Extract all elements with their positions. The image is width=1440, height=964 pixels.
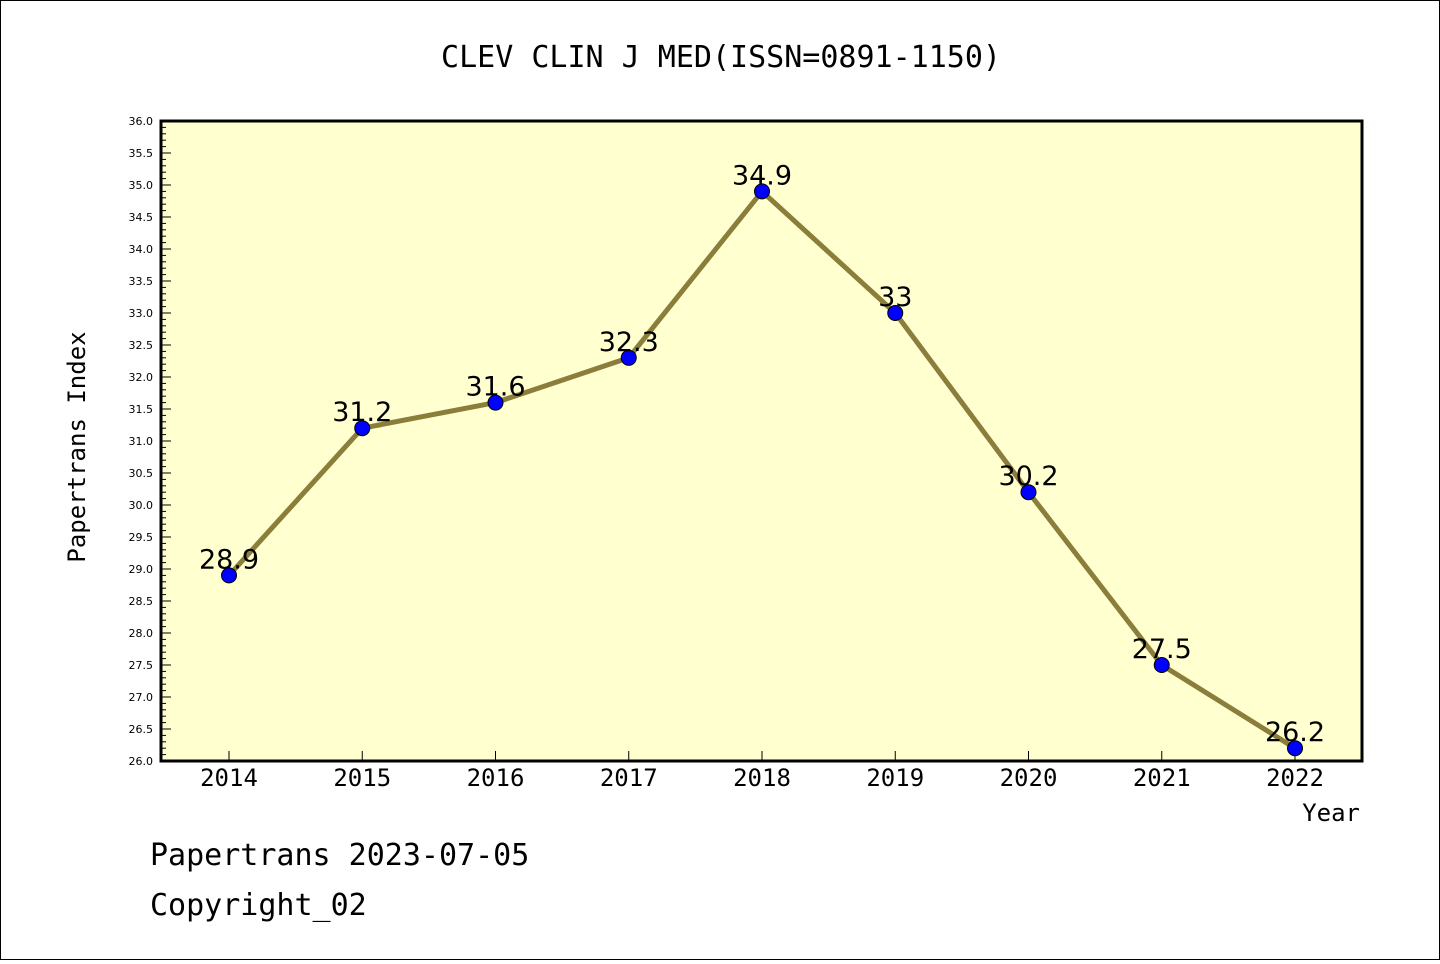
data-label: 26.2 (1265, 717, 1325, 748)
y-tick-label: 30.5 (129, 467, 154, 480)
y-tick-label: 29.0 (129, 563, 154, 576)
data-point (1287, 740, 1303, 757)
data-label: 28.9 (199, 544, 259, 575)
y-tick-label: 34.5 (129, 211, 154, 224)
footer-copyright: Copyright_02 (150, 888, 367, 923)
x-tick-label: 2021 (1133, 764, 1191, 792)
data-label: 34.9 (732, 160, 792, 191)
data-point (1020, 484, 1037, 501)
y-tick-label: 35.0 (129, 179, 154, 192)
x-tick-label: 2020 (1000, 764, 1058, 792)
x-tick-label: 2018 (733, 764, 791, 792)
data-point (354, 420, 371, 437)
y-tick-label: 29.5 (129, 531, 154, 544)
data-label: 31.6 (465, 372, 525, 403)
x-axis: 2014 2015 2016 2017 2018 2019 2020 2021 2022 (200, 751, 1324, 792)
data-point (620, 349, 637, 366)
y-tick-label: 31.5 (129, 403, 154, 416)
x-tick-label: 2015 (333, 764, 391, 792)
y-tick-label: 28.5 (129, 595, 154, 608)
x-tick-label: 2016 (467, 764, 525, 792)
data-label: 32.3 (599, 327, 659, 358)
x-tick-label: 2019 (866, 764, 924, 792)
data-point (887, 305, 904, 321)
x-tick-label: 2022 (1266, 764, 1324, 792)
y-tick-label: 35.5 (129, 147, 154, 160)
y-tick-label: 34.0 (129, 243, 154, 256)
data-label: 33 (878, 282, 912, 313)
y-axis-label: Papertrans Index (63, 331, 91, 562)
plot-border (159, 119, 1364, 763)
y-tick-label: 33.0 (129, 307, 154, 320)
y-tick-label: 31.0 (129, 435, 154, 448)
data-point (487, 394, 504, 411)
data-labels: 28.9 31.2 31.6 32.3 34.9 33 30.2 27.5 26.2 (199, 160, 1325, 748)
data-point (221, 567, 237, 584)
y-tick-label: 27.0 (129, 691, 154, 704)
data-points (221, 183, 1303, 757)
y-tick-label: 36.0 (129, 115, 154, 128)
footer-date: Papertrans 2023-07-05 (150, 838, 529, 873)
chart-title: CLEV CLIN J MED(ISSN=0891-1150) (441, 40, 1001, 75)
y-tick-label: 32.0 (129, 371, 154, 384)
y-tick-label: 33.5 (129, 275, 154, 288)
x-tick-label: 2017 (600, 764, 658, 792)
data-label: 30.2 (998, 461, 1058, 492)
y-tick-label: 27.5 (129, 659, 154, 672)
x-axis-label: Year (1302, 799, 1360, 827)
y-tick-label: 26.0 (129, 755, 154, 768)
data-label: 27.5 (1132, 634, 1192, 665)
y-tick-label: 32.5 (129, 339, 154, 352)
y-tick-label: 26.5 (129, 723, 154, 736)
x-tick-label: 2014 (200, 764, 258, 792)
data-point (1153, 657, 1170, 673)
y-tick-label: 28.0 (129, 627, 154, 640)
y-tick-label: 30.0 (129, 499, 154, 512)
data-point (754, 183, 770, 200)
data-label: 31.2 (332, 397, 392, 428)
plot-area (161, 121, 1362, 761)
